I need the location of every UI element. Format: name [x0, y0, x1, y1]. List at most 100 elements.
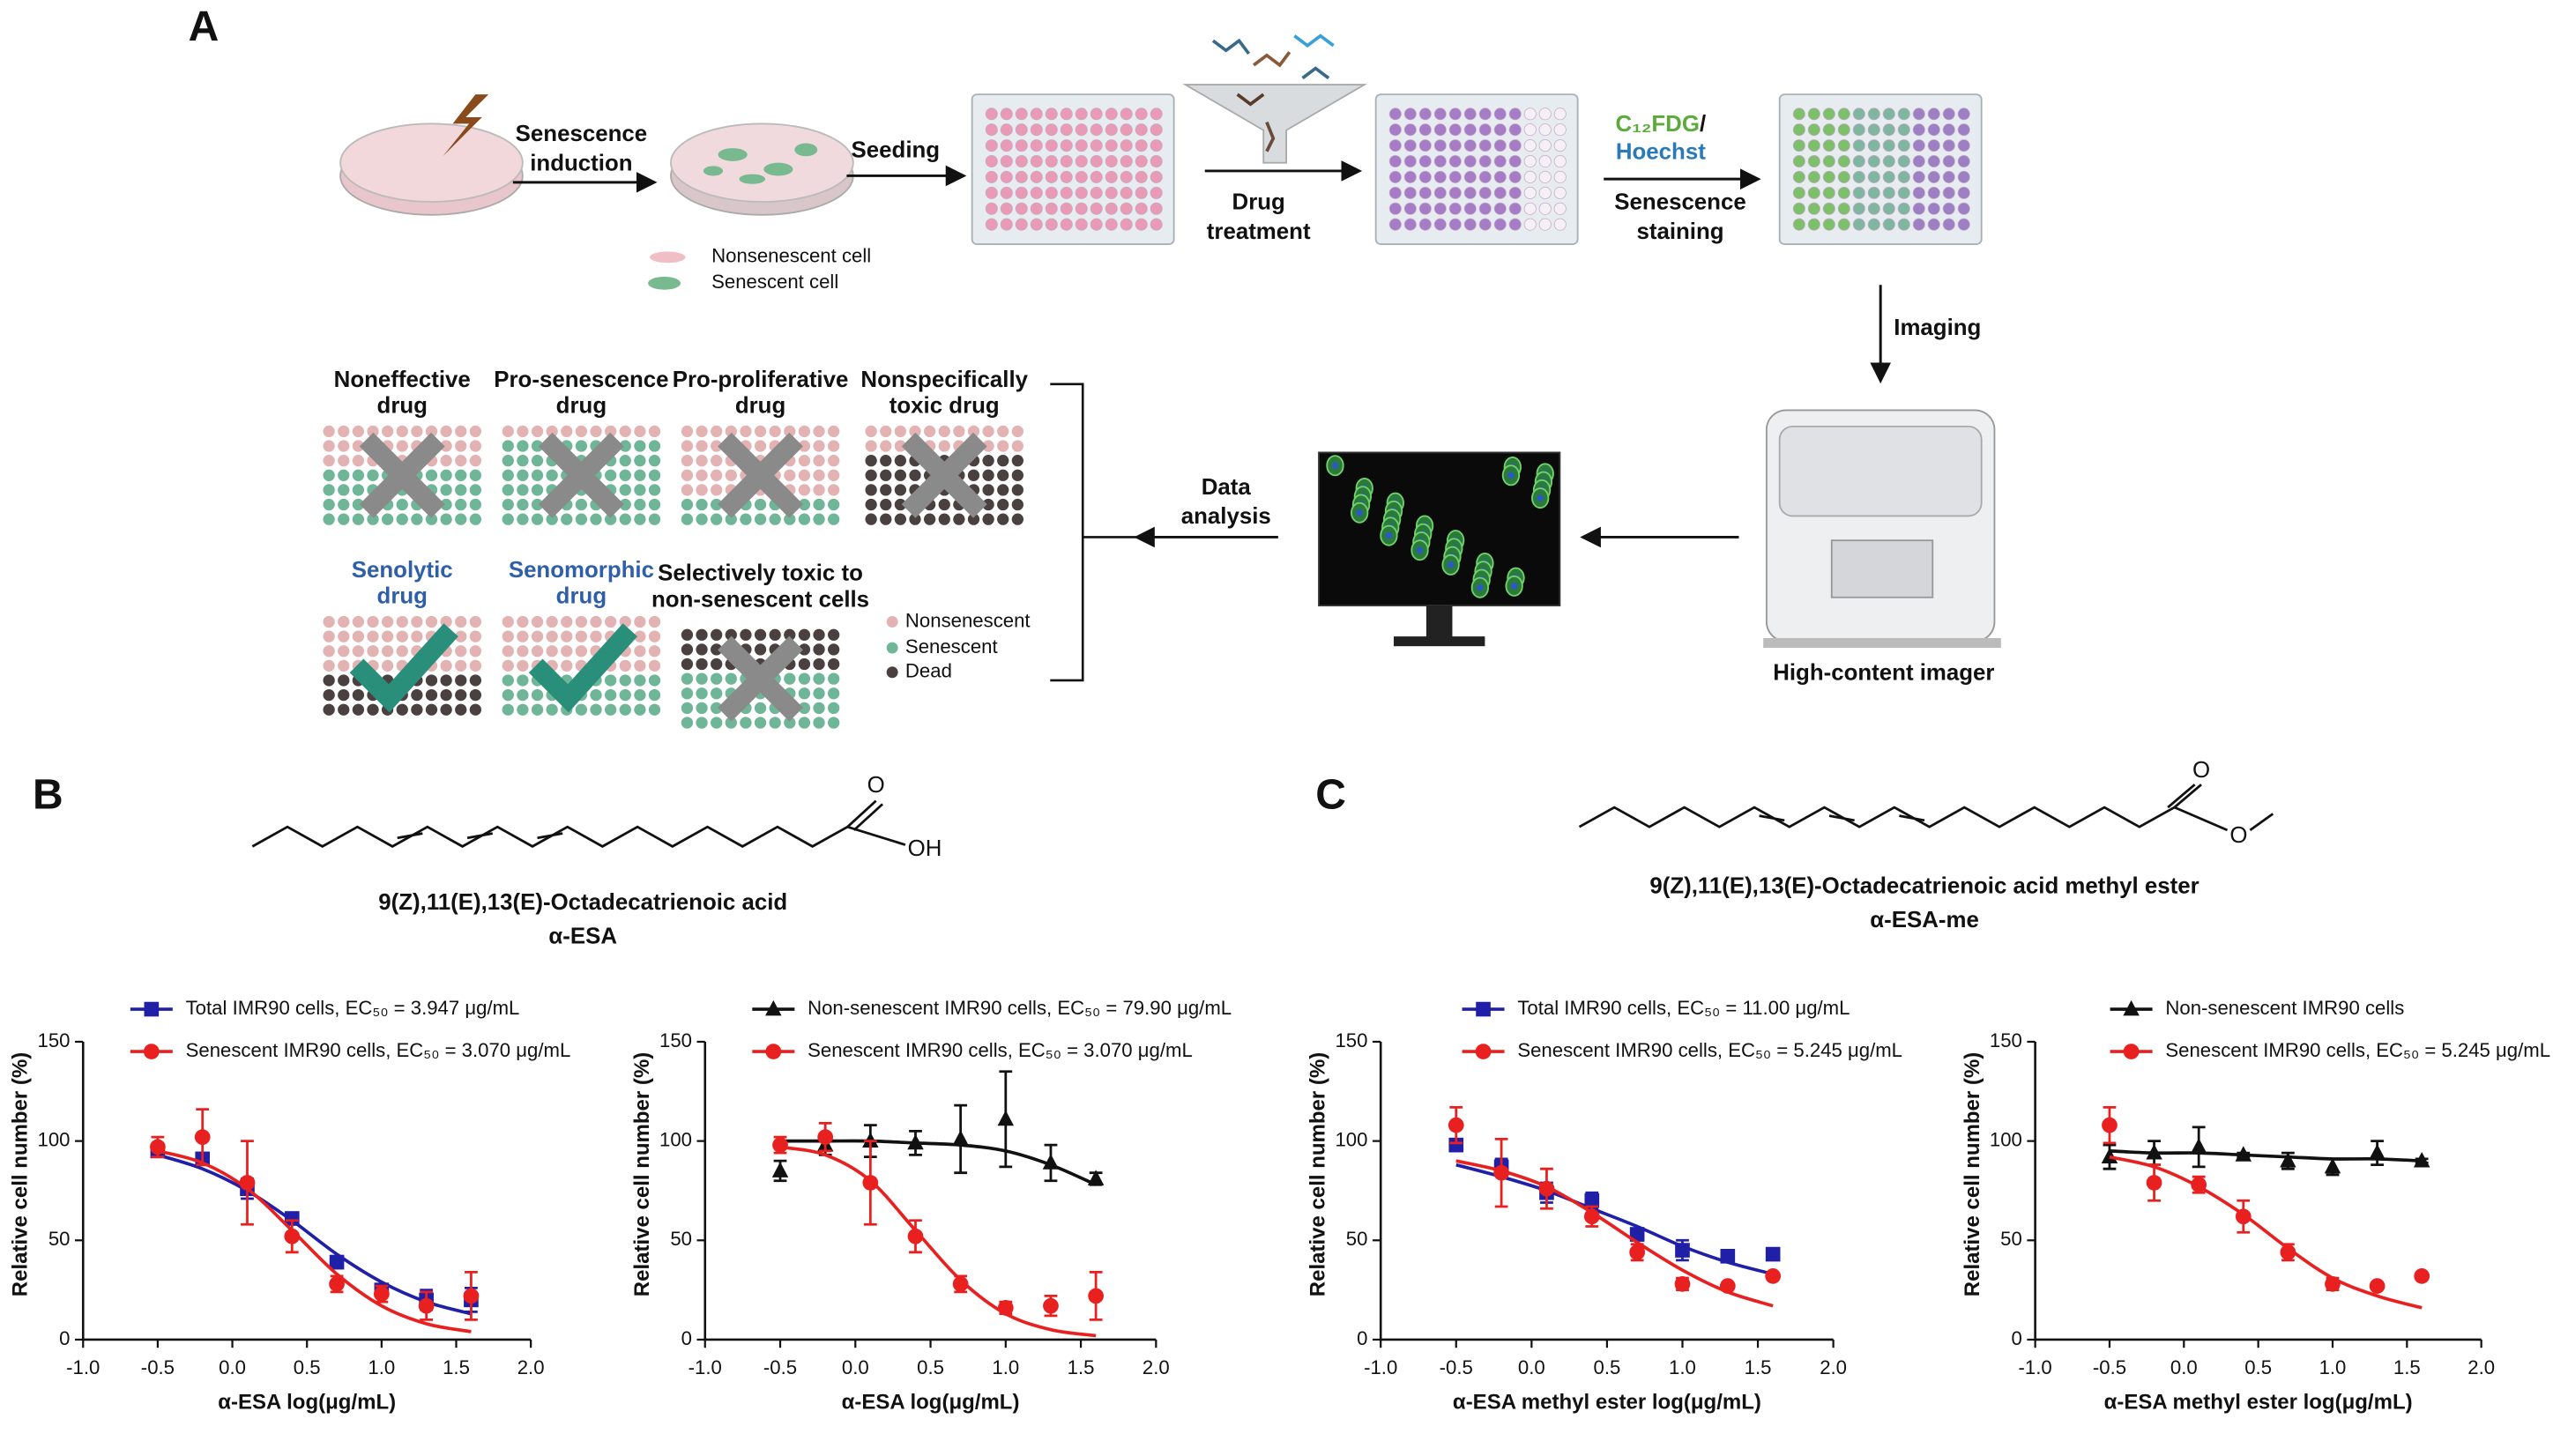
data-point [862, 1175, 879, 1191]
cell-image [1326, 455, 1554, 598]
data-point [2146, 1143, 2162, 1160]
outcome-label: Senomorphic [509, 558, 654, 583]
well [1388, 123, 1402, 137]
outcome-dot [619, 659, 631, 672]
well [1120, 170, 1133, 183]
outcome-dot [784, 628, 796, 641]
outcome-dot [502, 469, 514, 481]
outcome-label: Senolytic [352, 558, 453, 583]
well [1150, 139, 1163, 152]
atom: O [867, 773, 885, 798]
outcome-dot [711, 717, 723, 729]
well [1120, 139, 1133, 152]
outcome-dot [517, 703, 529, 716]
x-tick-label: 2.0 [2467, 1356, 2495, 1378]
outcome-dot [425, 674, 438, 687]
legend-label: Senescent IMR90 cells, EC₅₀ = 5.245 μg/m… [2165, 1039, 2550, 1061]
outcome-dot [754, 513, 767, 525]
outcome-dot [455, 498, 467, 511]
well [1957, 218, 1970, 231]
y-axis-label: Relative cell number (%) [1306, 1052, 1329, 1296]
outcome-dot [352, 425, 365, 438]
outcome-dot [469, 455, 482, 467]
outcome-dot [502, 513, 514, 525]
well [1523, 108, 1537, 121]
outcome-dot [813, 513, 825, 525]
outcome-dot [575, 615, 588, 628]
outcome-dot [754, 717, 767, 729]
well [1508, 155, 1522, 168]
well [1090, 202, 1103, 215]
well [1912, 139, 1925, 152]
outcome-dot [681, 425, 694, 438]
well [1403, 186, 1417, 199]
outcome-dot [1011, 440, 1024, 452]
outcome-dot [367, 469, 379, 481]
outcome-dot [411, 425, 423, 438]
well [1538, 139, 1552, 152]
well [1538, 155, 1552, 168]
well [1463, 123, 1477, 137]
outcome-dot [894, 440, 907, 452]
outcome-dot [425, 688, 438, 702]
panel-label: B [33, 772, 63, 819]
well [1822, 218, 1835, 231]
well [1433, 155, 1447, 168]
outcome-dot [813, 628, 825, 641]
outcome-dot [711, 657, 723, 671]
outcome-dot [323, 703, 335, 716]
outcome-dot [681, 513, 694, 525]
outcome-dot [798, 513, 811, 525]
well [1478, 186, 1492, 199]
outcome-dot [323, 688, 335, 702]
outcome-dot [938, 513, 950, 525]
outcome-dot [469, 688, 482, 702]
outcome-dot [546, 615, 558, 628]
well [1015, 139, 1028, 152]
well [1553, 218, 1567, 231]
well [1912, 155, 1925, 168]
bond [2249, 813, 2274, 832]
outcome-dot [323, 469, 335, 481]
data-point [2280, 1152, 2296, 1168]
outcome-dot [323, 645, 335, 657]
well [1897, 108, 1910, 121]
well [1090, 170, 1103, 183]
well [1135, 123, 1148, 137]
outcome-dot [440, 425, 452, 438]
outcome-dot [531, 455, 544, 467]
outcome-dot [590, 703, 602, 716]
well [1837, 123, 1850, 137]
outcome-dot [953, 513, 965, 525]
outcome-dot [531, 630, 544, 643]
outcome-dot [813, 702, 825, 715]
well [1135, 186, 1148, 199]
outcome-dot [561, 630, 573, 643]
step-label: Senescence [516, 122, 647, 146]
well [1448, 170, 1462, 183]
outcome-dot [411, 513, 423, 525]
outcome-dot [338, 455, 350, 467]
outcome-dot [575, 645, 588, 657]
outcome-dot [681, 657, 694, 671]
outcome-dot [725, 672, 737, 685]
x-tick-label: 2.0 [1143, 1356, 1170, 1378]
legend-marker [1475, 1044, 1492, 1059]
legend-marker [765, 1044, 782, 1059]
outcome-dot [381, 425, 394, 438]
outcome-dot [352, 440, 365, 452]
well [1448, 139, 1462, 152]
outcome-dot [681, 717, 694, 729]
legend-label: Total IMR90 cells, EC₅₀ = 3.947 μg/mL [186, 997, 520, 1019]
well [1867, 170, 1880, 183]
well [1538, 202, 1552, 215]
data-point [1719, 1278, 1736, 1294]
outcome-dot [711, 643, 723, 656]
well [1105, 170, 1118, 183]
outcome-dot [769, 628, 781, 641]
outcome-dot [575, 440, 588, 452]
well [1867, 123, 1880, 137]
stain-text: C₁₂FDG [1616, 112, 1700, 137]
outcome-dot [469, 659, 482, 672]
